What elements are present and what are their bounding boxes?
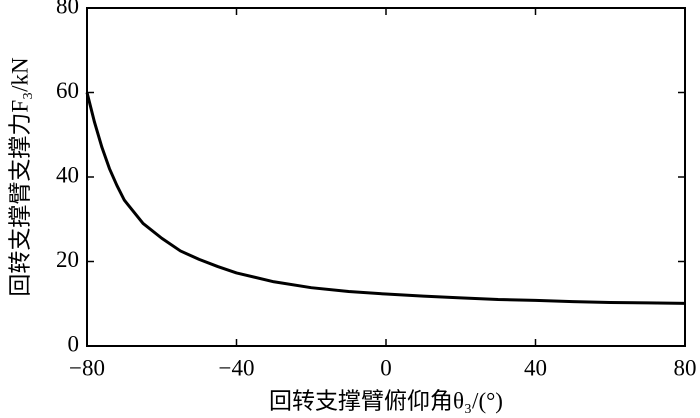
y-tick-label: 60 xyxy=(56,78,79,103)
y-tick-label: 40 xyxy=(56,162,79,187)
x-axis-label: 回转支撑臂俯仰角θ₃/(°) xyxy=(269,388,503,413)
x-tick-label: −40 xyxy=(219,355,255,380)
plot-frame xyxy=(86,7,686,347)
x-tick-label: 0 xyxy=(380,355,392,380)
x-tick-label: −80 xyxy=(69,355,105,380)
x-tick-label: 80 xyxy=(674,355,697,380)
y-tick-label: 20 xyxy=(56,247,79,272)
y-tick-label: 80 xyxy=(56,0,79,18)
y-tick-label: 0 xyxy=(68,331,80,356)
x-tick-label: 40 xyxy=(524,355,547,380)
data-line xyxy=(85,92,686,305)
y-axis-label: 回转支撑臂支撑力F₃/kN xyxy=(7,57,32,297)
